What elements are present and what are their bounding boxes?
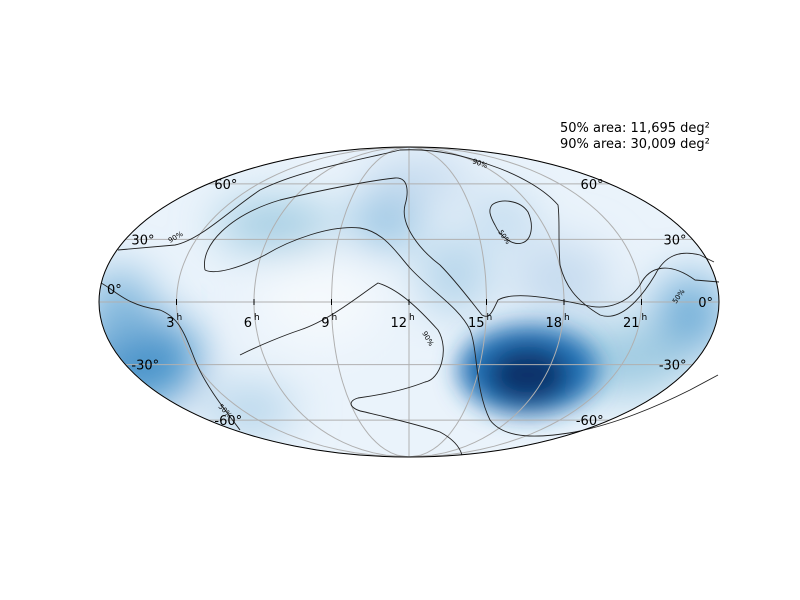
ra-tick-label: 6 bbox=[244, 316, 252, 331]
ra-tick-label: 15 bbox=[468, 316, 485, 331]
ra-tick-unit: h bbox=[487, 313, 493, 323]
ra-tick-unit: h bbox=[564, 313, 570, 323]
ra-tick-unit: h bbox=[177, 313, 183, 323]
area-50-text: 50% area: 11,695 deg² bbox=[560, 121, 710, 136]
dec-axis-labels: 60° 60° 30° 30° 0° 0° -30° -30° -60° -60° bbox=[107, 178, 713, 429]
contour-50-upper bbox=[204, 177, 720, 317]
ra-tick-unit: h bbox=[642, 313, 648, 323]
contour-50-left bbox=[100, 282, 241, 431]
area-90-text: 90% area: 30,009 deg² bbox=[560, 137, 710, 152]
ra-tick-label: 12 bbox=[390, 316, 407, 331]
contour-90-main bbox=[117, 149, 715, 317]
ra-tick-label: 21 bbox=[623, 316, 640, 331]
dec-label-left: 60° bbox=[581, 178, 604, 193]
dec-label-left: 0° bbox=[698, 296, 713, 311]
ra-tick-label: 3 bbox=[166, 316, 174, 331]
dec-label-right: 30° bbox=[131, 233, 154, 248]
contour-lines bbox=[100, 149, 720, 456]
ra-tick-label: 9 bbox=[321, 316, 329, 331]
dec-label-right: 60° bbox=[214, 178, 237, 193]
ra-tick-unit: h bbox=[254, 313, 260, 323]
dec-label-right: -60° bbox=[214, 414, 242, 429]
dec-label-left: -60° bbox=[576, 414, 604, 429]
ra-tick-unit: h bbox=[409, 313, 415, 323]
dec-label-left: 30° bbox=[664, 233, 687, 248]
contour-90-inner bbox=[239, 282, 463, 456]
contour-50-upper-inner bbox=[204, 227, 719, 437]
map-boundary bbox=[98, 146, 720, 458]
dec-label-left: -30° bbox=[659, 359, 687, 374]
contour-50-island bbox=[489, 200, 532, 244]
ra-axis-labels: 21 h18 h15 h12 h9 h6 h3 h bbox=[166, 299, 647, 331]
dec-label-right: -30° bbox=[131, 359, 159, 374]
dec-label-right: 0° bbox=[107, 283, 122, 298]
ra-tick-label: 18 bbox=[545, 316, 562, 331]
ra-tick-unit: h bbox=[332, 313, 338, 323]
